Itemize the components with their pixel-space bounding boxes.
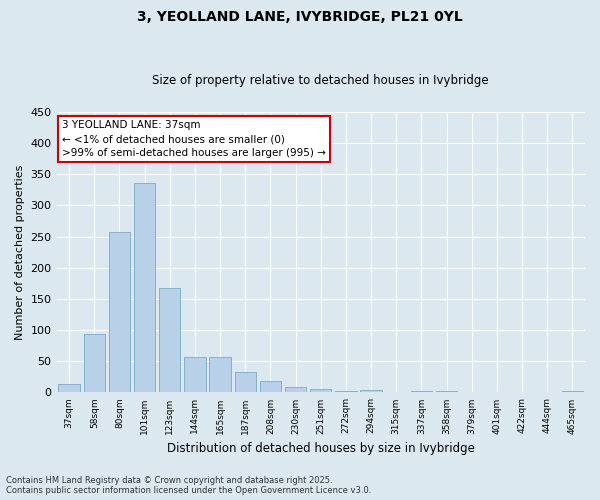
Bar xyxy=(184,357,206,392)
Text: 3, YEOLLAND LANE, IVYBRIDGE, PL21 0YL: 3, YEOLLAND LANE, IVYBRIDGE, PL21 0YL xyxy=(137,10,463,24)
Bar xyxy=(159,288,181,393)
Bar xyxy=(562,391,583,392)
Bar xyxy=(411,391,432,392)
Bar xyxy=(310,390,331,392)
Text: 3 YEOLLAND LANE: 37sqm
← <1% of detached houses are smaller (0)
>99% of semi-det: 3 YEOLLAND LANE: 37sqm ← <1% of detached… xyxy=(62,120,326,158)
Bar xyxy=(335,390,356,392)
Bar xyxy=(436,390,457,392)
Y-axis label: Number of detached properties: Number of detached properties xyxy=(15,164,25,340)
Bar xyxy=(83,334,105,392)
Bar xyxy=(361,390,382,392)
X-axis label: Distribution of detached houses by size in Ivybridge: Distribution of detached houses by size … xyxy=(167,442,475,455)
Bar xyxy=(209,357,231,392)
Bar xyxy=(109,232,130,392)
Title: Size of property relative to detached houses in Ivybridge: Size of property relative to detached ho… xyxy=(152,74,489,87)
Bar xyxy=(285,388,307,392)
Bar xyxy=(235,372,256,392)
Bar xyxy=(134,183,155,392)
Bar xyxy=(260,381,281,392)
Bar xyxy=(58,384,80,392)
Text: Contains HM Land Registry data © Crown copyright and database right 2025.
Contai: Contains HM Land Registry data © Crown c… xyxy=(6,476,371,495)
